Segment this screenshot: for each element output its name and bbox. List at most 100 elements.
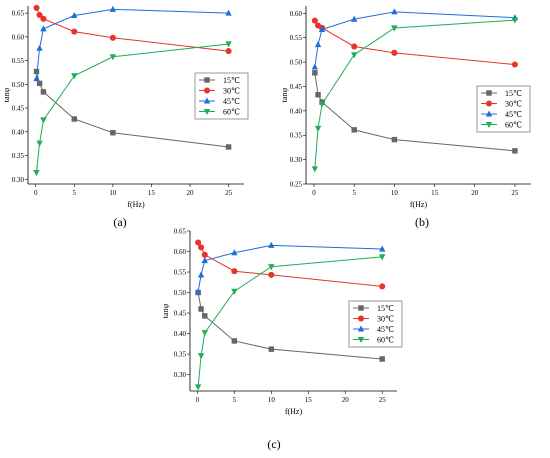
legend: 15℃ 30℃45℃ 60℃ [476,85,531,133]
x-tick-label: 0 [34,189,38,197]
y-tick-label: 0.35 [174,351,187,359]
series-line [197,244,383,292]
legend: 15℃ 30℃45℃ 60℃ [194,72,249,120]
data-point [379,254,386,261]
legend-marker [203,97,211,104]
data-point [311,166,319,173]
legend-label: 15℃ [377,304,394,313]
series-line [197,292,383,360]
data-point [109,34,116,41]
legend-marker [357,315,365,322]
data-point [231,338,238,344]
data-point [314,41,322,48]
series-3 [194,241,386,295]
x-tick-label: 10 [109,189,117,197]
x-tick-label: 15 [431,189,439,197]
y-tick-label: 0.45 [290,83,303,91]
data-point [40,25,47,32]
data-point [225,41,232,48]
data-point [231,268,238,275]
legend-marker [485,121,493,129]
y-tick-label: 0.30 [12,176,25,184]
legend-marker [203,108,211,116]
y-tick-label: 0.45 [174,310,187,318]
y-tick-label: 0.55 [12,57,25,65]
data-point [197,271,205,278]
x-tick-label: 0 [196,396,200,404]
y-tick-label: 0.60 [290,10,303,18]
x-axis-title: f(Hz) [285,407,303,416]
legend-label: 45℃ [505,110,522,119]
series-4 [311,17,519,173]
y-tick-label: 0.65 [174,228,187,236]
data-point [71,11,78,19]
y-axis-title: tanφ [161,303,170,318]
series-2 [33,4,232,55]
data-point [511,17,519,24]
panel-label: (b) [415,215,429,229]
data-point [379,356,385,362]
y-tick-label: 0.40 [290,107,303,115]
data-point [109,54,117,61]
legend-marker [357,325,365,332]
data-point [201,257,208,264]
y-tick-label: 0.65 [12,10,25,18]
data-point [311,17,318,24]
data-point [311,63,319,70]
legend-label: 15℃ [505,89,522,98]
data-point [512,148,518,154]
data-point [36,11,43,19]
data-point [36,44,43,51]
data-point [391,49,398,56]
x-tick-label: 20 [187,189,195,197]
data-point [314,125,322,132]
data-point [201,330,208,337]
series-2 [195,239,386,290]
data-point [231,249,238,256]
data-point [351,15,358,22]
y-tick-label: 0.25 [290,181,303,189]
data-point [109,5,117,12]
x-tick-label: 15 [305,396,313,404]
legend-marker [485,100,493,107]
legend-marker [357,336,365,344]
data-point [194,288,202,295]
series-line [35,43,229,173]
chart-panel-1: 0 5 10 15 20 25 0.30 0.35 0.40 0.45 0.50 0.55 0.60 0.… [2,4,249,229]
series-line [35,8,229,79]
legend-label: 45℃ [223,97,240,106]
series-line [314,20,515,66]
series-line [314,72,515,152]
chart-panel-2: 0 5 10 15 20 25 0.25 0.30 0.35 0.40 0.45 0.50 0.55 0.… [280,6,531,229]
x-tick-label: 5 [352,189,356,197]
y-tick-label: 0.30 [174,371,187,379]
series-line [314,19,515,169]
data-point [351,127,357,133]
data-point [110,130,116,136]
series-1 [33,68,232,150]
series-3 [311,8,519,70]
data-point [391,8,398,15]
legend-marker [203,87,211,94]
legend-marker [486,90,492,96]
data-point [71,73,78,80]
x-tick-label: 25 [511,189,519,197]
y-axis-title: tanφ [2,87,11,102]
x-tick-label: 20 [342,396,350,404]
legend-label: 45℃ [377,325,394,334]
data-point [194,384,202,391]
x-tick-label: 10 [391,189,399,197]
chart-panel-3: 0 5 10 15 20 25 0.30 0.35 0.40 0.45 0.50 0.55 0.60 0.… [161,228,403,451]
data-point [202,313,208,319]
data-point [36,140,43,147]
data-point [379,283,386,290]
data-point [198,244,205,251]
y-tick-label: 0.55 [174,269,187,277]
x-axis-title: f(Hz) [127,200,145,209]
x-tick-label: 5 [73,189,77,197]
legend-marker [485,110,493,117]
data-point [33,4,40,11]
legend-label: 60℃ [223,108,240,117]
data-point [71,28,78,35]
